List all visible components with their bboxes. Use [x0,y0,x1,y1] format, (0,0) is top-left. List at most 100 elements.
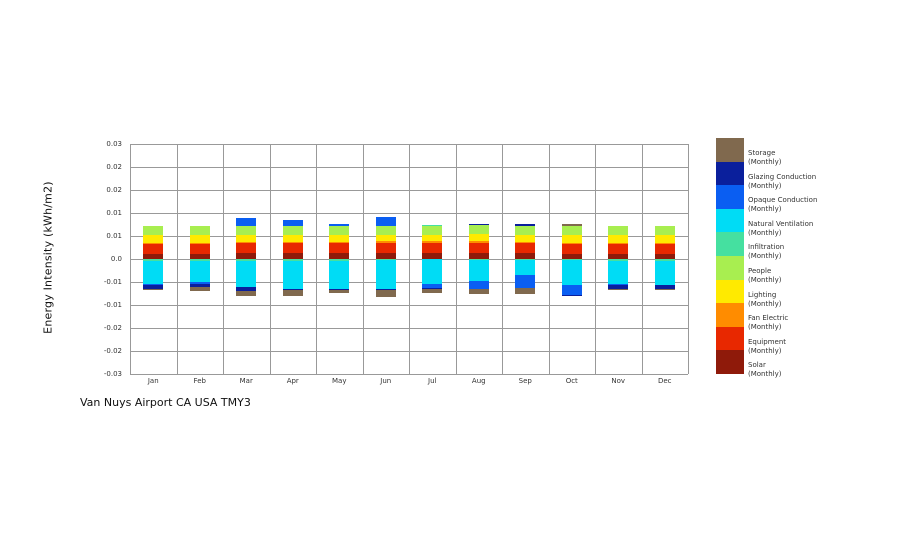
bar-segment-glazing-conduction [329,288,349,290]
bar-segment-equipment [469,242,489,253]
legend-label-name: Equipment [748,337,786,346]
vertical-gridline [223,144,224,374]
bar-segment-glazing-conduction [655,285,675,290]
bar-segment-opaque-conduction [562,285,582,296]
bar-segment-solar [515,253,535,259]
bar-segment-opaque-conduction [236,217,256,226]
bar-segment-people [469,225,489,235]
bar-segment-storage [515,287,535,294]
legend-label-qualifier: (Monthly) [748,252,782,261]
x-axis-tick-label: Apr [286,377,299,385]
legend-label-name: Glazing Conduction [748,172,817,181]
legend-label-name: Fan Electric [748,314,789,323]
legend-label-qualifier: (Monthly) [748,181,782,190]
bar-segment-equipment [562,243,582,254]
legend-label-qualifier: (Monthly) [748,205,782,214]
bar-segment-natural-ventilation [143,260,163,284]
bar-segment-storage [283,289,303,296]
bar-segment-lighting [376,234,396,242]
y-axis-tick-labels: 0.03 0.02 0.02 0.01 0.01 0.0 -0.01 -0.01 -0.02 -0… [0,0,126,540]
x-axis-tick-labels: Jan Feb Mar Apr May Jun Jul Aug Sep Oct Nov Dec [130,377,688,389]
bar-segment-infiltration [515,259,535,260]
legend-swatch-natural-ventilation [716,208,744,233]
bar-segment-opaque-conduction [283,220,303,227]
legend-label-qualifier: (Monthly) [748,158,782,166]
bar-segment-infiltration [376,259,396,260]
legend-swatch-infiltration [716,232,744,256]
bar-segment-infiltration [422,224,442,226]
y-axis-tick-label: -0.01 [103,301,122,309]
x-axis-tick-label: Dec [657,377,672,385]
x-axis-tick-label: Oct [565,377,578,385]
bar-segment-opaque-conduction [190,282,210,284]
bar-segment-infiltration [190,259,210,261]
bar-segment-lighting [190,234,210,243]
legend-label-qualifier: (Monthly) [748,370,782,379]
bar-segment-people [329,226,349,236]
bar-segment-lighting [143,234,163,243]
bar-segment-people [515,225,535,235]
bar-segment-lighting [655,234,675,244]
bar-segment-infiltration [469,259,489,260]
x-axis-tick-label: Mar [239,377,253,385]
legend-swatch-equipment [716,326,744,351]
legend-entry-equipment: Equipment (Monthly) [748,338,898,356]
bar-segment-storage [190,287,210,291]
bar-segment-lighting [562,234,582,243]
bar-segment-equipment [515,243,535,254]
vertical-gridline [502,144,503,374]
bar-segment-fan-electric [562,242,582,244]
vertical-gridline [363,144,364,374]
legend-entry-lighting: Lighting (Monthly) [748,291,898,309]
bar-segment-people [655,225,675,235]
legend-swatch-storage [716,138,744,162]
x-axis-tick-label: Jul [428,377,437,385]
bar-segment-fan-electric [515,241,535,244]
bar-segment-solar [190,253,210,259]
vertical-gridline [316,144,317,374]
y-axis-tick-label: -0.02 [103,324,122,332]
bar-segment-natural-ventilation [236,260,256,288]
bar-segment-solar [283,253,303,259]
bar-segment-glazing-conduction [236,287,256,292]
bar-segment-lighting [283,235,303,243]
legend-entry-people: People (Monthly) [748,267,898,285]
bar-segment-natural-ventilation [190,260,210,283]
x-axis-tick-label: Feb [193,377,206,385]
bar-segment-people [190,225,210,235]
legend-label-name: People [748,267,772,275]
bar-segment-people [376,225,396,235]
legend-label-qualifier: (Monthly) [748,276,782,284]
bar-segment-solar [608,254,628,259]
legend-swatch-solar [716,350,744,374]
bar-segment-storage [329,289,349,294]
bar-segment-storage [655,289,675,291]
bar-segment-storage [143,289,163,291]
bar-segment-lighting [236,234,256,243]
bar-segment-infiltration [608,259,628,261]
bar-segment-lighting [469,234,489,242]
plot-area [130,144,689,375]
bar-segment-infiltration [655,259,675,261]
x-axis-tick-label: Nov [611,377,626,385]
bar-segment-infiltration [283,259,303,261]
horizontal-gridline [130,374,688,375]
bar-segment-fan-electric [283,242,303,244]
x-axis-tick-label: May [332,377,347,385]
bar-segment-fan-electric [469,241,489,243]
legend-entry-solar: Solar (Monthly) [748,361,898,379]
bar-segment-fan-electric [655,243,675,245]
legend-entry-storage: Storage (Monthly) [748,149,898,167]
bar-segment-glazing-conduction [422,287,442,289]
bar-segment-equipment [608,244,628,254]
bar-segment-glazing-conduction [515,223,535,226]
legend-swatch-glazing-conduction [716,161,744,186]
legend-label-name: Lighting [748,290,777,299]
bar-segment-natural-ventilation [422,259,442,285]
y-axis-tick-label: 0.01 [106,232,122,240]
vertical-gridline [549,144,550,374]
legend-label-qualifier: (Monthly) [748,323,782,332]
bar-segment-equipment [422,242,442,253]
bar-segment-opaque-conduction [515,275,535,288]
